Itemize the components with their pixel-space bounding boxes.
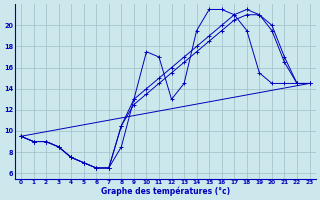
X-axis label: Graphe des températures (°c): Graphe des températures (°c) bbox=[101, 186, 230, 196]
